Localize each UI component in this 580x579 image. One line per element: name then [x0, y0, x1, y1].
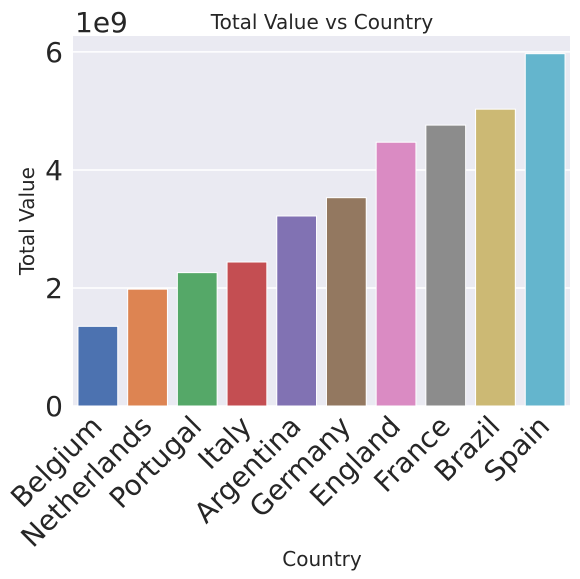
bar-england	[375, 141, 417, 407]
bar-italy	[226, 261, 268, 407]
bar-argentina	[276, 215, 318, 407]
y-axis-label: Total Value	[15, 167, 39, 276]
y-offset-text: 1e9	[75, 6, 128, 39]
bar-france	[425, 124, 467, 407]
chart-title: Total Value vs Country	[210, 10, 434, 34]
y-tick-label: 0	[45, 390, 63, 423]
bar-germany	[325, 197, 367, 407]
bar-netherlands	[127, 288, 168, 407]
bars	[77, 53, 566, 407]
y-tick-label: 2	[45, 272, 63, 305]
y-tick-label: 6	[45, 36, 63, 69]
bar-portugal	[176, 272, 218, 407]
y-ticks: 0 2 4 6	[45, 36, 63, 423]
bar-belgium	[77, 325, 119, 407]
x-ticks: BelgiumNetherlandsPortugalItalyArgentina…	[4, 410, 556, 554]
x-axis-label: Country	[282, 547, 362, 571]
y-tick-label: 4	[45, 154, 63, 187]
bar-spain	[524, 53, 566, 407]
bar-brazil	[475, 108, 516, 407]
